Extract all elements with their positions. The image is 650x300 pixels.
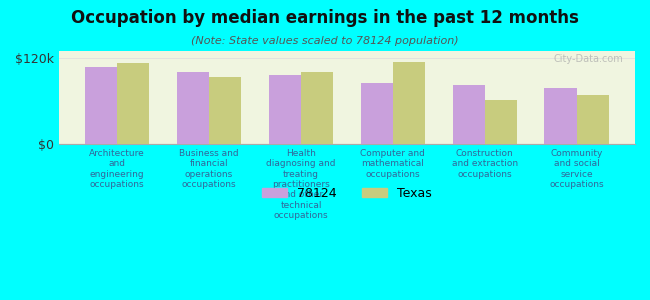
Bar <box>485 100 517 144</box>
Text: Occupation by median earnings in the past 12 months: Occupation by median earnings in the pas… <box>71 9 579 27</box>
Bar <box>452 85 485 144</box>
Bar <box>545 88 577 144</box>
Bar <box>177 73 209 144</box>
Text: City-Data.com: City-Data.com <box>554 54 623 64</box>
Bar <box>361 83 393 144</box>
Bar <box>117 63 150 144</box>
Bar <box>269 75 301 144</box>
Bar <box>393 62 425 144</box>
Bar <box>209 77 241 144</box>
Bar <box>301 73 333 144</box>
Legend: 78124, Texas: 78124, Texas <box>257 182 437 205</box>
Bar <box>85 67 117 144</box>
Text: (Note: State values scaled to 78124 population): (Note: State values scaled to 78124 popu… <box>191 36 459 46</box>
Bar <box>577 95 609 144</box>
